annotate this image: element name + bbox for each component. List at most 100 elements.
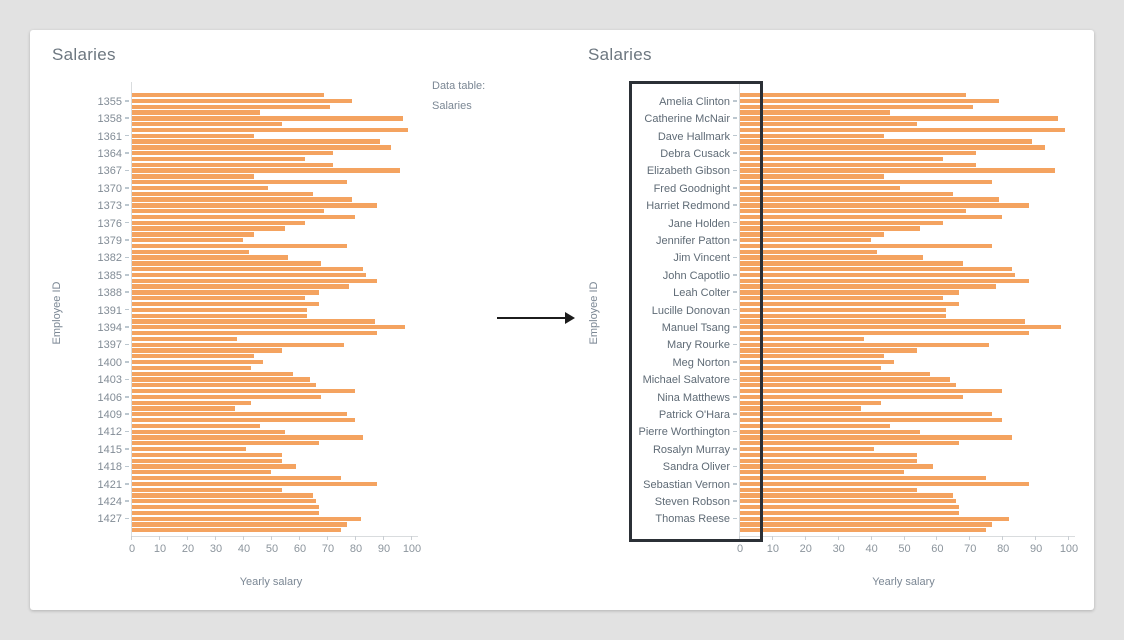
salary-bar[interactable]: [131, 493, 313, 498]
salary-bar[interactable]: [131, 441, 319, 446]
salary-bar[interactable]: [131, 319, 375, 324]
salary-bar[interactable]: [131, 348, 283, 353]
salary-bar[interactable]: [739, 255, 924, 260]
salary-bar[interactable]: [739, 243, 993, 249]
salary-bar[interactable]: [739, 330, 1029, 336]
salary-bar[interactable]: [131, 151, 333, 156]
salary-bar[interactable]: [131, 133, 255, 138]
salary-bar[interactable]: [739, 417, 1003, 423]
salary-bar[interactable]: [131, 122, 283, 127]
salary-bar[interactable]: [131, 435, 364, 440]
salary-bar[interactable]: [739, 475, 986, 481]
salary-bar[interactable]: [739, 528, 986, 533]
salary-bar[interactable]: [131, 359, 263, 365]
salary-bar[interactable]: [131, 284, 350, 289]
salary-bar[interactable]: [739, 93, 966, 98]
salary-bar[interactable]: [739, 197, 999, 202]
salary-bar[interactable]: [131, 499, 316, 504]
salary-bar[interactable]: [131, 365, 252, 371]
salary-bar[interactable]: [131, 156, 305, 162]
salary-bar[interactable]: [739, 423, 891, 429]
salary-bar[interactable]: [131, 388, 355, 394]
salary-bar[interactable]: [131, 417, 355, 423]
salary-bar[interactable]: [131, 383, 316, 388]
salary-bar[interactable]: [131, 528, 341, 533]
salary-bar[interactable]: [739, 168, 1055, 173]
salary-bar[interactable]: [739, 116, 1059, 121]
salary-bar[interactable]: [739, 510, 960, 516]
salary-bar[interactable]: [739, 278, 1029, 283]
salary-bar[interactable]: [131, 516, 361, 521]
salary-bar[interactable]: [739, 388, 1003, 394]
salary-bar[interactable]: [739, 156, 943, 162]
salary-bar[interactable]: [739, 446, 874, 452]
salary-bar[interactable]: [131, 487, 283, 492]
salary-bar[interactable]: [131, 290, 319, 295]
salary-bar[interactable]: [739, 290, 960, 295]
salary-bar[interactable]: [131, 458, 283, 463]
salary-bar[interactable]: [131, 267, 364, 272]
salary-bar[interactable]: [131, 127, 409, 133]
salary-bar[interactable]: [739, 133, 884, 138]
salary-bar[interactable]: [739, 499, 957, 504]
salary-bar[interactable]: [131, 203, 378, 208]
salary-bar[interactable]: [131, 394, 322, 400]
salary-bar[interactable]: [131, 180, 347, 185]
salary-bar[interactable]: [131, 145, 392, 150]
salary-bar[interactable]: [739, 412, 993, 417]
salary-bar[interactable]: [131, 377, 311, 382]
salary-bar[interactable]: [739, 464, 934, 469]
salary-bar[interactable]: [739, 406, 861, 411]
salary-bar[interactable]: [739, 226, 920, 231]
salary-bar[interactable]: [739, 487, 917, 492]
salary-bar[interactable]: [739, 174, 884, 179]
salary-bar[interactable]: [131, 261, 322, 266]
salary-bar[interactable]: [739, 267, 1013, 272]
salary-bar[interactable]: [739, 493, 953, 498]
salary-bar[interactable]: [739, 296, 943, 301]
salary-bar[interactable]: [131, 168, 400, 173]
salary-bar[interactable]: [131, 464, 297, 469]
salary-bar[interactable]: [739, 238, 871, 243]
salary-bar[interactable]: [131, 243, 347, 249]
salary-bar[interactable]: [131, 475, 341, 481]
salary-bar[interactable]: [131, 481, 378, 487]
salary-bar[interactable]: [739, 209, 966, 214]
salary-bar[interactable]: [739, 261, 963, 266]
salary-bar[interactable]: [131, 98, 353, 104]
salary-bar[interactable]: [131, 301, 319, 307]
salary-bar[interactable]: [739, 504, 960, 510]
salary-bar[interactable]: [739, 365, 881, 371]
salary-bar[interactable]: [131, 510, 319, 516]
salary-bar[interactable]: [739, 301, 960, 307]
salary-bar[interactable]: [131, 342, 344, 347]
salary-bar[interactable]: [739, 151, 976, 156]
salary-bar[interactable]: [131, 452, 283, 458]
salary-bar[interactable]: [739, 162, 976, 167]
salary-bar[interactable]: [739, 325, 1062, 330]
salary-bar[interactable]: [131, 174, 255, 179]
salary-bar[interactable]: [739, 377, 950, 382]
salary-bar[interactable]: [131, 325, 406, 330]
salary-bar[interactable]: [739, 249, 878, 254]
salary-bar[interactable]: [739, 371, 930, 376]
salary-bar[interactable]: [739, 220, 943, 225]
salary-bar[interactable]: [131, 110, 260, 115]
salary-bar[interactable]: [739, 319, 1026, 324]
salary-bar[interactable]: [739, 400, 881, 405]
salary-bar[interactable]: [739, 185, 901, 191]
salary-bar[interactable]: [131, 278, 378, 283]
salary-bar[interactable]: [131, 255, 288, 260]
salary-bar[interactable]: [131, 162, 333, 167]
salary-bar[interactable]: [131, 446, 246, 452]
salary-bar[interactable]: [131, 139, 381, 144]
salary-bar[interactable]: [131, 371, 294, 376]
salary-bar[interactable]: [739, 429, 920, 434]
salary-bar[interactable]: [131, 412, 347, 417]
salary-bar[interactable]: [739, 458, 917, 463]
salary-bar[interactable]: [131, 313, 308, 318]
salary-bar[interactable]: [131, 470, 271, 475]
salary-bar[interactable]: [739, 139, 1032, 144]
salary-bar[interactable]: [739, 516, 1009, 521]
salary-bar[interactable]: [131, 406, 235, 411]
